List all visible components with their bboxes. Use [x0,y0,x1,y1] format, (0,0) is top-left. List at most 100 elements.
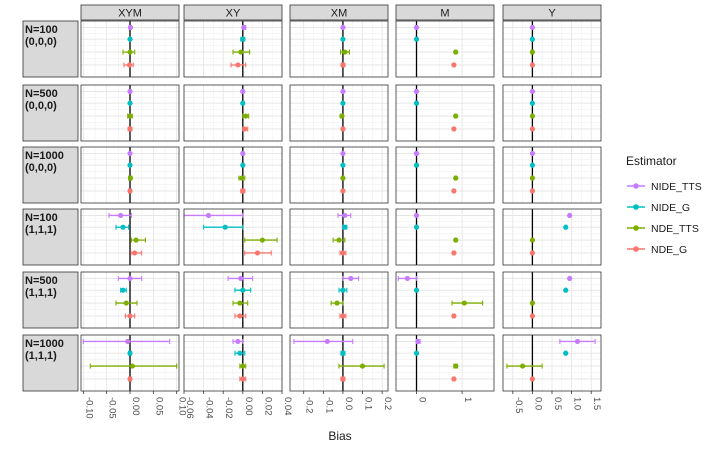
facet-panel [502,146,602,204]
point-estimate [240,88,246,95]
panel-background [396,147,494,203]
panel-border [183,334,283,392]
point-estimate [529,188,536,194]
point-estimate [529,376,536,382]
point-estimate [127,188,133,194]
point-estimate [340,162,346,168]
x-tick-label: 0.0 [532,397,543,410]
point-estimate [529,113,536,119]
facet-panel [289,146,389,204]
point-estimate [413,100,420,106]
column-strip [183,4,283,21]
facet-panel [289,84,389,142]
row-strip [22,146,79,204]
row-strip-label-line1: N=500 [25,88,58,100]
facet-panel [289,334,389,392]
panel-background [290,85,388,141]
panel-border [289,271,389,329]
column-strip [289,4,389,21]
panel-border [183,146,283,204]
x-tick-label: 0.00 [130,397,141,416]
point-estimate [127,88,133,95]
x-tick-label: 0.10 [177,397,188,416]
point-estimate [415,338,421,345]
point-estimate [240,36,246,42]
point-estimate [127,126,133,132]
x-tick-label: 1.0 [572,397,583,410]
panel-border [183,208,283,266]
point-estimate [340,100,346,106]
point-estimate [359,363,366,369]
point-estimate [127,24,134,31]
panel-background [290,272,388,328]
facet-panel [502,208,602,266]
x-tick-label: 0.00 [243,397,254,416]
row-strip [22,208,79,266]
point-estimate [413,212,420,219]
facet-panel [80,146,180,204]
facet-panel [289,271,389,329]
point-estimate [133,237,139,243]
panel-grid [80,20,602,392]
x-tick-label: 1 [462,397,473,402]
point-estimate [240,363,246,369]
point-estimate [340,150,346,157]
point-estimate [340,36,346,42]
x-tick-label: -0.02 [223,397,234,419]
x-tick-label: 0.05 [153,397,164,416]
point-estimate [125,338,131,345]
point-estimate [339,113,345,119]
point-estimate [237,300,243,306]
row-strip-label-line2: (1,1,1) [25,287,57,299]
row-strips: N=100(0,0,0)N=500(0,0,0)N=1000(0,0,0)N=1… [22,20,79,392]
panel-background [290,147,388,203]
point-estimate [451,250,457,256]
row-strip-label-line2: (1,1,1) [25,350,57,362]
x-tick-label: -0.04 [204,397,215,419]
point-estimate [127,113,133,119]
facet-panel [395,271,495,329]
legend-key-point [633,204,639,210]
column-strips: XYM XY XM M Y [80,4,602,21]
point-estimate [342,224,348,230]
legend-key-point [633,183,639,189]
row-strip [22,84,79,142]
point-estimate [127,376,133,382]
panel-border [502,20,602,78]
panel-border [80,208,180,266]
panel-border [80,20,180,78]
point-estimate [413,88,420,95]
point-estimate [340,188,346,194]
point-estimate [123,300,129,306]
point-estimate [453,237,459,243]
legend-key-point [633,225,639,231]
panel-background [290,21,388,77]
point-estimate [127,175,134,181]
point-estimate [235,62,241,68]
column-strip-label: XM [331,8,348,20]
panel-border [80,271,180,329]
panel-border [80,84,180,142]
point-estimate [453,49,459,55]
x-tick-label: 0 [417,397,428,402]
point-estimate [240,188,246,194]
point-estimate [529,250,536,256]
facet-panel [395,334,495,392]
panel-border [502,271,602,329]
point-estimate [563,350,569,356]
point-estimate [118,212,124,219]
legend-label: NDE_G [651,244,687,256]
point-estimate [529,36,536,42]
row-strip-label-line1: N=100 [25,24,58,36]
facet-panel [80,20,180,78]
panel-border [395,271,495,329]
panel-border [289,20,389,78]
legend-label: NIDE_G [651,202,690,214]
point-estimate [129,363,135,369]
panel-border [183,271,283,329]
point-estimate [340,376,346,382]
row-strip-label-line1: N=1000 [25,338,64,350]
point-estimate [413,24,420,31]
point-estimate [348,275,354,282]
point-estimate [235,338,241,345]
